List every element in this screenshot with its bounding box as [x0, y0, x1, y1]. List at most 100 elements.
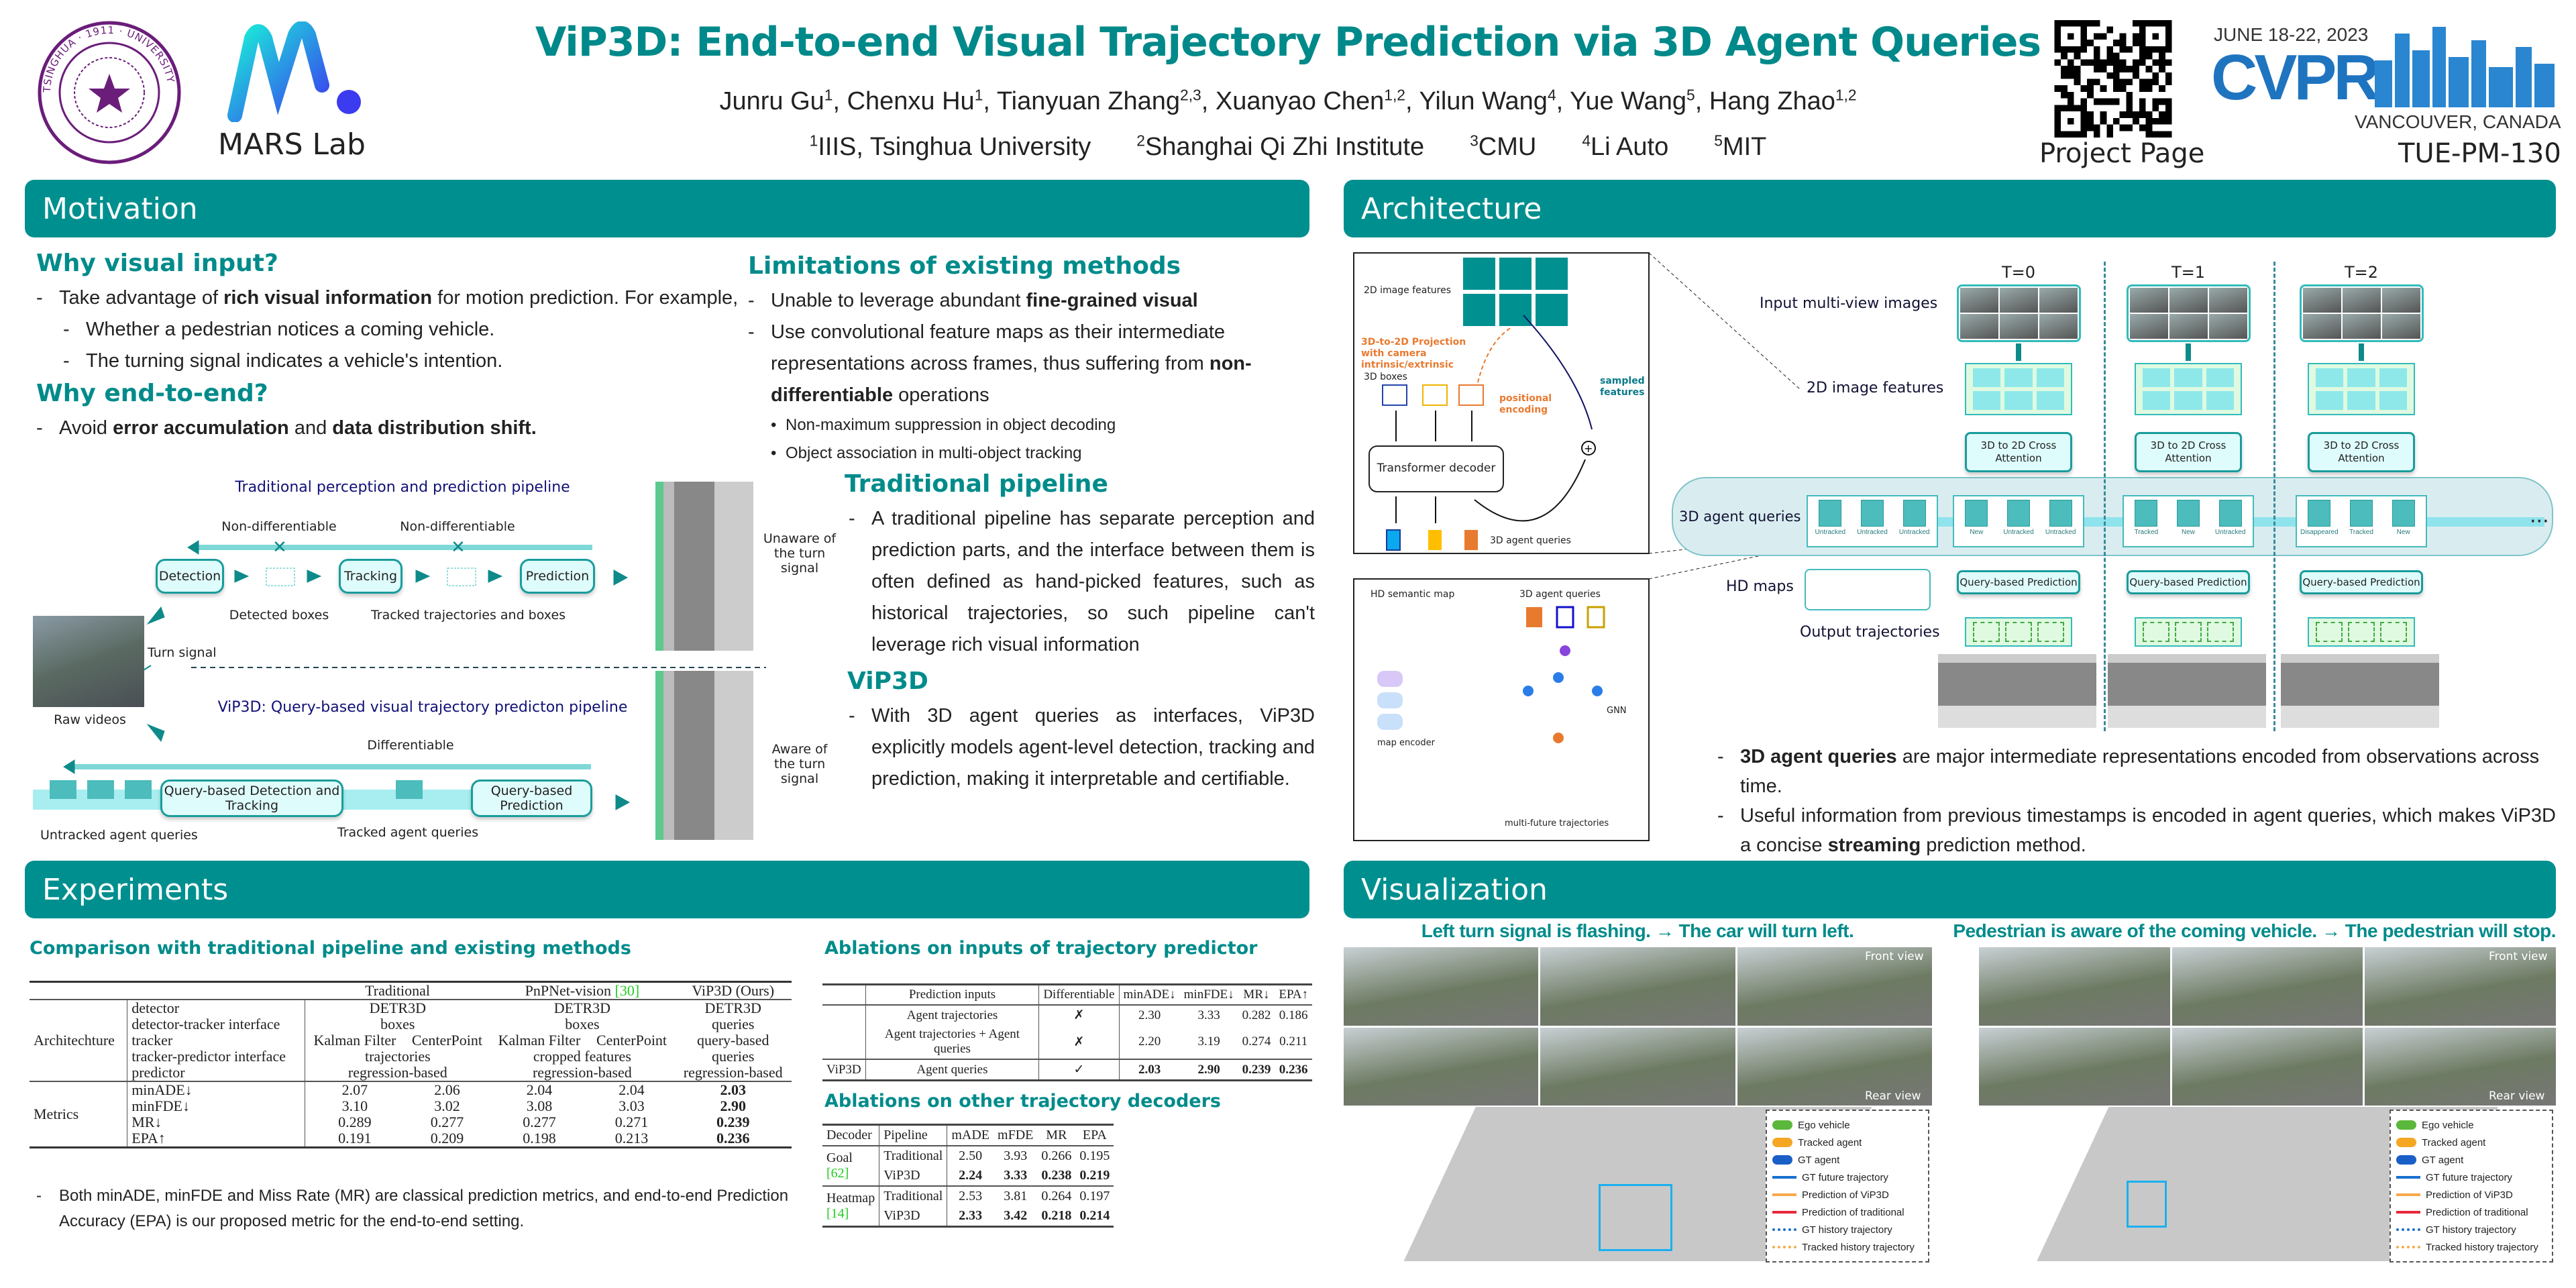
legend-item: Tracked history trajectory [1772, 1238, 1923, 1256]
qr-module [2054, 59, 2061, 66]
qr-module [2113, 117, 2120, 125]
qr-module [2165, 33, 2172, 40]
line-swatch-icon [2396, 1176, 2420, 1179]
bold-text: streaming [1827, 835, 1921, 856]
svg-text:✕: ✕ [451, 537, 466, 557]
camera-view-image [2169, 314, 2208, 339]
qr-module [2119, 85, 2127, 92]
initial-agent-queries: Untracked Untracked Untracked [1807, 495, 1938, 547]
down-arrow-icon [2359, 343, 2364, 361]
feature-map-cell [2004, 391, 2033, 410]
trajectory-cell [2175, 622, 2202, 642]
label-tracked-queries: Tracked agent queries [337, 825, 479, 840]
line-swatch-icon [1772, 1193, 1796, 1196]
table-cell: 0.197 [1079, 1189, 1110, 1203]
column-header: Decoder [822, 1124, 880, 1146]
bold-text: error accumulation [113, 417, 289, 439]
query-cube-icon [1965, 500, 1988, 527]
qr-module [2133, 20, 2139, 27]
ellipsis: ··· [2530, 510, 2549, 533]
qr-module [2080, 59, 2088, 66]
qr-module [2106, 131, 2113, 138]
table-row: Goal [62] Traditional 2.50 3.93 0.266 0.195 [822, 1146, 1114, 1186]
table-cell: 0.186 [1279, 1008, 1308, 1022]
trajectory-cell [2143, 622, 2169, 642]
line-swatch-icon [2396, 1193, 2420, 1196]
table-row: minFDE↓ 3.10 3.02 3.08 3.03 2.90 [30, 1098, 792, 1114]
qr-module [2100, 33, 2107, 40]
qr-module [2080, 111, 2088, 118]
metric-value: 0.191 [338, 1130, 372, 1146]
bullet: - Unable to leverage abundant fine-graine… [748, 290, 1198, 311]
qr-module [2145, 124, 2153, 131]
author-name: Xuanyao Chen [1215, 87, 1385, 115]
multi-view-images [2127, 284, 2251, 342]
affiliation-index: 1 [809, 131, 818, 149]
qr-module [2100, 111, 2107, 118]
qr-module [2061, 52, 2068, 60]
qr-module [2159, 59, 2165, 66]
qr-module [2133, 40, 2139, 46]
citation-link[interactable]: [30] [614, 982, 640, 999]
section-title: Visualization [1361, 872, 1548, 907]
qr-module [2106, 52, 2113, 60]
detection-box: Detection [156, 559, 224, 594]
camera-view-image [2171, 1027, 2363, 1106]
qr-module [2074, 20, 2081, 27]
metric-value: 0.277 [523, 1114, 556, 1130]
sub-bullet-text: Non-maximum suppression in object decodi… [786, 416, 1116, 434]
qr-module [2061, 105, 2068, 112]
qr-module [2165, 72, 2172, 79]
qr-module [2119, 124, 2127, 131]
row-label: detector [127, 1000, 306, 1016]
bold-text: rich visual information [223, 287, 433, 309]
qr-module [2087, 111, 2094, 118]
agent-queries-block: Disappeared Tracked New [2296, 495, 2427, 547]
agent-queries-block: New Untracked Untracked [1953, 495, 2084, 547]
qr-module [2152, 46, 2159, 53]
qr-module [2139, 105, 2146, 112]
legend-label: Prediction of ViP3D [2426, 1189, 2513, 1201]
bullet: - Take advantage of rich visual informati… [36, 287, 739, 309]
metric-value: 0.236 [716, 1130, 750, 1146]
qr-module [2152, 98, 2159, 105]
affiliation-name: Shanghai Qi Zhi Institute [1144, 132, 1425, 161]
table-cell: CenterPoint [411, 1032, 482, 1049]
sub-bullet: - The turning signal indicates a vehicle'… [63, 350, 503, 372]
author-affiliation-index: 1,2 [1384, 86, 1405, 103]
row-label: predictor [127, 1065, 306, 1081]
affiliation: 5MIT [1714, 131, 1766, 161]
cross-attention-box: 3D to 2D Cross Attention [2135, 432, 2242, 472]
qr-module [2126, 91, 2133, 99]
decoder-cell: Goal [62] [822, 1146, 880, 1186]
qr-module [2152, 72, 2159, 79]
qr-code[interactable] [2053, 20, 2174, 138]
heading-vip3d: ViP3D [847, 667, 928, 695]
section-title: Experiments [42, 872, 229, 907]
camera-view-image [1540, 947, 1735, 1026]
qr-module [2054, 131, 2061, 138]
sub-bullet: • Object association in multi-object trac… [771, 444, 1082, 462]
query-state-label: Tracked [2134, 529, 2159, 536]
qr-module [2067, 105, 2074, 112]
citation-link[interactable]: [14] [826, 1206, 849, 1221]
label-sampled-features: sampled features [1600, 376, 1645, 398]
label-gnn: GNN [1607, 706, 1627, 716]
qr-module [2152, 78, 2159, 86]
trajectory-cell [2005, 622, 2032, 642]
legend-item: GT history trajectory [1772, 1221, 1923, 1238]
query-cube-icon [2049, 500, 2072, 527]
qr-module [2093, 131, 2100, 138]
feature-map-cell [2316, 368, 2344, 387]
metric-value: 2.06 [434, 1081, 460, 1098]
car-icon [1772, 1138, 1792, 1147]
camera-view-image [1979, 1027, 2170, 1106]
query-cube-icon [2218, 500, 2242, 527]
citation-link[interactable]: [62] [826, 1166, 849, 1181]
legend-label: Tracked agent [1798, 1136, 1862, 1148]
label-differentiable: Differentiable [367, 738, 454, 753]
row-label: tracker-predictor interface [127, 1049, 306, 1065]
caption-left: Left turn signal is flashing. → The car … [1421, 920, 1854, 941]
qr-module [2067, 20, 2074, 27]
camera-view-image [1540, 1027, 1735, 1106]
